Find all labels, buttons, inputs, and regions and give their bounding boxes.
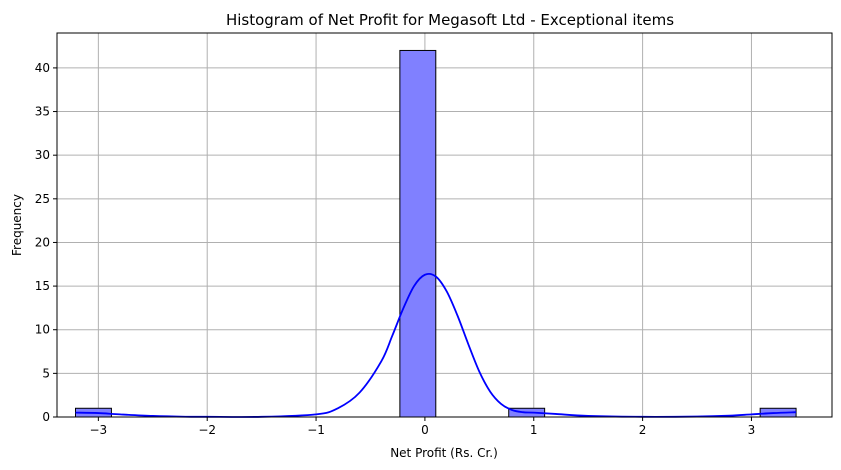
- y-tick-label: 10: [35, 323, 50, 337]
- y-tick-label: 20: [35, 235, 50, 249]
- y-tick-label: 0: [42, 410, 50, 424]
- y-axis-label: Frequency: [10, 194, 24, 256]
- x-tick-label: 2: [639, 423, 647, 437]
- y-tick-label: 30: [35, 148, 50, 162]
- y-tick-label: 5: [42, 366, 50, 380]
- y-tick-label: 15: [35, 279, 50, 293]
- x-tick-label: −2: [198, 423, 216, 437]
- x-ticks: −3 −2 −1 0 1 2 3: [90, 417, 756, 437]
- x-tick-label: 1: [530, 423, 538, 437]
- x-tick-label: −3: [90, 423, 108, 437]
- x-axis-label: Net Profit (Rs. Cr.): [390, 446, 498, 460]
- chart-title: Histogram of Net Profit for Megasoft Ltd…: [226, 11, 674, 29]
- plot-frame: [56, 32, 833, 418]
- grid-layer: [57, 33, 832, 418]
- x-tick-label: −1: [307, 423, 325, 437]
- histogram-bar: [399, 49, 437, 418]
- bars-layer: [75, 49, 797, 418]
- y-tick-label: 35: [35, 105, 50, 119]
- x-tick-label: 3: [748, 423, 756, 437]
- y-tick-label: 40: [35, 61, 50, 75]
- y-ticks: 0 5 10 15 20 25 30 35 40: [35, 61, 57, 424]
- x-tick-label: 0: [421, 423, 429, 437]
- y-tick-label: 25: [35, 192, 50, 206]
